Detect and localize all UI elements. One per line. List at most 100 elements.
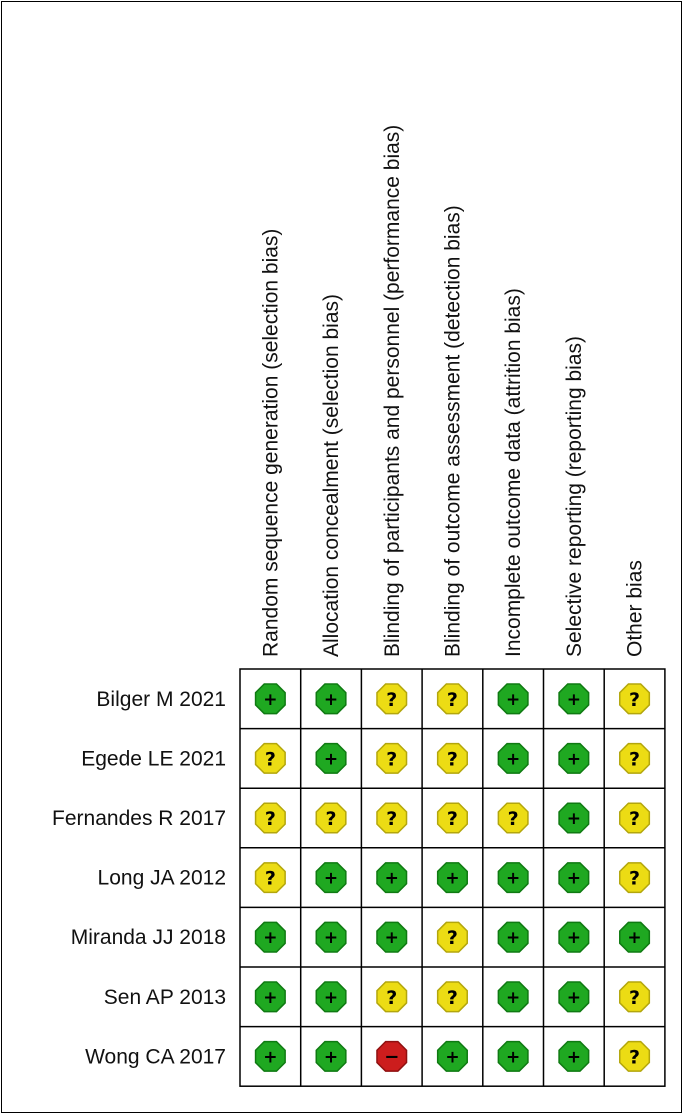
judgement-marker-low bbox=[558, 683, 590, 715]
judgement-symbol: + bbox=[324, 988, 338, 1008]
judgement-symbol: ? bbox=[386, 748, 397, 770]
judgement-symbol: + bbox=[263, 988, 277, 1008]
judgement-marker-unclear bbox=[619, 1040, 651, 1072]
judgement-symbol: + bbox=[324, 928, 338, 948]
judgement-marker-low bbox=[558, 921, 590, 953]
judgement-symbol: + bbox=[567, 809, 581, 829]
judgement-marker-low bbox=[376, 862, 408, 894]
judgement-symbol: + bbox=[567, 988, 581, 1008]
judgement-marker-low bbox=[254, 1040, 286, 1072]
domain-header: Allocation concealment (selection bias) bbox=[320, 294, 343, 657]
judgement-marker-low bbox=[497, 862, 529, 894]
judgement-marker-low bbox=[558, 981, 590, 1013]
judgement-symbol: + bbox=[385, 869, 399, 889]
judgement-marker-low bbox=[497, 742, 529, 774]
judgement-low: + bbox=[315, 742, 347, 774]
judgement-grid bbox=[239, 668, 666, 1087]
judgement-symbol: + bbox=[567, 749, 581, 769]
judgement-low: + bbox=[254, 1040, 286, 1072]
judgement-marker-unclear bbox=[619, 683, 651, 715]
domain-header: Blinding of outcome assessment (detectio… bbox=[441, 205, 464, 657]
judgement-marker-low bbox=[436, 862, 468, 894]
study-label: Sen AP 2013 bbox=[104, 986, 226, 1009]
judgement-low: + bbox=[558, 921, 590, 953]
judgement-unclear: ? bbox=[497, 802, 529, 834]
domain-header: Incomplete outcome data (attrition bias) bbox=[502, 288, 525, 657]
grid-border bbox=[239, 668, 666, 1087]
study-label: Wong CA 2017 bbox=[85, 1045, 226, 1068]
judgement-symbol: ? bbox=[386, 987, 397, 1009]
judgement-unclear: ? bbox=[436, 921, 468, 953]
study-label: Fernandes R 2017 bbox=[52, 807, 226, 830]
judgement-unclear: ? bbox=[254, 802, 286, 834]
judgement-unclear: ? bbox=[376, 742, 408, 774]
judgement-low: + bbox=[315, 981, 347, 1013]
judgement-marker-high bbox=[376, 1040, 408, 1072]
judgement-symbol: ? bbox=[265, 868, 276, 890]
judgement-symbol: + bbox=[445, 1047, 459, 1067]
study-labels: Bilger M 2021 Egede LE 2021 Fernandes R 20… bbox=[52, 688, 226, 1069]
judgement-symbol: ? bbox=[508, 808, 519, 830]
judgement-marker-low bbox=[497, 1040, 529, 1072]
judgement-unclear: ? bbox=[376, 683, 408, 715]
judgement-low: + bbox=[497, 1040, 529, 1072]
judgement-low: + bbox=[497, 683, 529, 715]
judgement-marker-unclear bbox=[254, 862, 286, 894]
study-label: Long JA 2012 bbox=[98, 867, 226, 890]
judgement-symbol: ? bbox=[447, 689, 458, 711]
judgement-marker-unclear bbox=[315, 802, 347, 834]
judgement-symbol: + bbox=[506, 749, 520, 769]
judgement-low: + bbox=[254, 683, 286, 715]
judgement-low: + bbox=[558, 683, 590, 715]
judgement-unclear: ? bbox=[619, 742, 651, 774]
judgement-symbol: ? bbox=[629, 1046, 640, 1068]
judgement-unclear: ? bbox=[619, 981, 651, 1013]
judgement-unclear: ? bbox=[376, 981, 408, 1013]
judgement-symbol: − bbox=[384, 1046, 399, 1067]
judgement-marker-low bbox=[254, 683, 286, 715]
judgement-low: + bbox=[497, 862, 529, 894]
judgement-marker-low bbox=[254, 921, 286, 953]
judgement-marker-low bbox=[619, 921, 651, 953]
judgement-marker-low bbox=[436, 1040, 468, 1072]
judgement-marker-unclear bbox=[376, 683, 408, 715]
judgement-low: + bbox=[315, 683, 347, 715]
judgement-low: + bbox=[497, 981, 529, 1013]
judgement-marker-unclear bbox=[436, 683, 468, 715]
domain-header: Selective reporting (reporting bias) bbox=[563, 336, 586, 657]
judgement-low: + bbox=[619, 921, 651, 953]
judgement-symbol: + bbox=[263, 928, 277, 948]
judgement-marks: + +?? + +?? +?? + +?????? +?? + + + + + ? + + +? + + + + +?? +… bbox=[254, 683, 651, 1072]
judgement-marker-low bbox=[558, 862, 590, 894]
judgement-marker-low bbox=[558, 1040, 590, 1072]
judgement-symbol: + bbox=[445, 869, 459, 889]
judgement-low: + bbox=[254, 981, 286, 1013]
judgement-unclear: ? bbox=[619, 1040, 651, 1072]
judgement-marker-low bbox=[497, 921, 529, 953]
judgement-marker-unclear bbox=[436, 921, 468, 953]
judgement-marker-unclear bbox=[619, 981, 651, 1013]
judgement-marker-low bbox=[315, 981, 347, 1013]
judgement-symbol: ? bbox=[326, 808, 337, 830]
judgement-marker-unclear bbox=[254, 802, 286, 834]
judgement-symbol: + bbox=[385, 928, 399, 948]
judgement-marker-unclear bbox=[436, 981, 468, 1013]
judgement-symbol: + bbox=[567, 869, 581, 889]
judgement-low: + bbox=[376, 862, 408, 894]
judgement-unclear: ? bbox=[254, 862, 286, 894]
judgement-marker-unclear bbox=[619, 742, 651, 774]
judgement-symbol: + bbox=[567, 928, 581, 948]
judgement-symbol: + bbox=[506, 1047, 520, 1067]
judgement-marker-low bbox=[254, 981, 286, 1013]
judgement-unclear: ? bbox=[436, 683, 468, 715]
judgement-marker-low bbox=[315, 683, 347, 715]
judgement-low: + bbox=[497, 921, 529, 953]
judgement-marker-low bbox=[315, 1040, 347, 1072]
judgement-marker-low bbox=[497, 683, 529, 715]
judgement-symbol: + bbox=[324, 869, 338, 889]
judgement-low: + bbox=[376, 921, 408, 953]
judgement-symbol: + bbox=[627, 928, 641, 948]
judgement-low: + bbox=[315, 921, 347, 953]
domain-header: Random sequence generation (selection bi… bbox=[259, 229, 282, 657]
judgement-symbol: ? bbox=[629, 868, 640, 890]
